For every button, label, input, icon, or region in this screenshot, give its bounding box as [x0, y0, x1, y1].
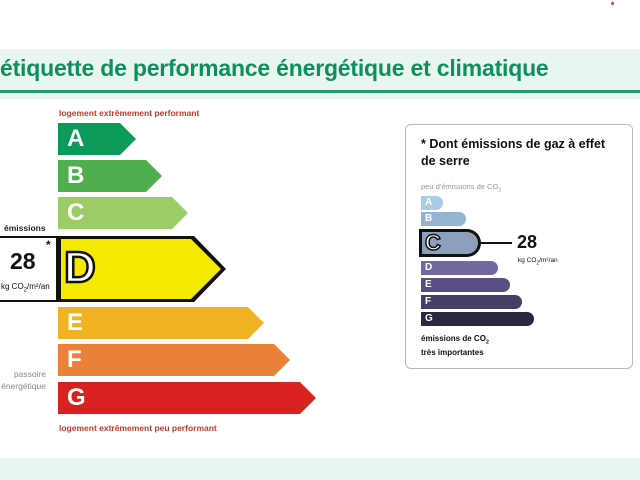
- ghg-class-f-letter: F: [425, 296, 432, 307]
- ghg-class-g-letter: G: [425, 313, 433, 324]
- ghg-high-caption: émissions de CO2 très importantes: [421, 334, 489, 358]
- notification-dot-icon: [611, 2, 614, 5]
- ghg-panel-title: * Dont émissions de gaz à effet de serre: [421, 137, 606, 168]
- energy-class-f-bar: F: [58, 344, 290, 376]
- ghg-class-d-bar: D: [421, 261, 498, 275]
- ghg-low-caption-text: peu d'émissions de CO: [421, 182, 499, 191]
- emissions-label: émissions: [4, 223, 46, 233]
- page-title: étiquette de performance énergétique et …: [0, 55, 549, 81]
- emissions-unit-sub: 2: [23, 287, 28, 294]
- ghg-class-e-bar: E: [421, 278, 510, 292]
- emissions-unit-prefix: kg CO: [1, 282, 24, 291]
- ghg-high-caption-line2: très importantes: [421, 347, 484, 357]
- energy-class-a-bar: A: [58, 123, 136, 155]
- passoire-label: passoire énergétique: [1, 369, 46, 391]
- ghg-class-c-bar: [422, 232, 478, 254]
- energy-class-a-letter: A: [67, 125, 85, 152]
- ghg-high-caption-text: émissions de CO: [421, 334, 486, 343]
- scale-top-caption: logement extrêmement performant: [59, 108, 200, 118]
- header-band: [0, 43, 640, 99]
- ghg-unit-sub: 2: [536, 260, 540, 267]
- energy-class-f-letter: F: [67, 346, 82, 373]
- ghg-class-g-bar: G: [421, 312, 534, 326]
- ghg-class-e-letter: E: [425, 279, 432, 290]
- ghg-low-caption: peu d'émissions de CO2: [421, 182, 501, 194]
- emissions-unit-suffix: /m²/an: [27, 282, 50, 291]
- ghg-value: 28: [517, 232, 538, 252]
- energy-class-e-bar: E: [58, 307, 264, 339]
- ghg-unit-suffix: /m²/an: [539, 257, 558, 264]
- header-divider: [0, 90, 640, 93]
- footer-band: [0, 458, 640, 480]
- energy-class-d-bar: [61, 239, 221, 299]
- ghg-high-caption-sub: 2: [485, 339, 489, 346]
- emissions-unit: kg CO2/m²/an: [1, 282, 50, 294]
- energy-class-b-letter: B: [67, 162, 85, 189]
- ghg-class-b-bar: B: [421, 212, 466, 226]
- energy-class-b-bar: B: [58, 160, 162, 192]
- ghg-class-b-letter: B: [425, 213, 433, 224]
- emissions-box: [0, 236, 58, 302]
- ghg-class-a-letter: A: [425, 197, 433, 208]
- ghg-unit: kg CO2/m²/an: [518, 257, 558, 266]
- scale-bottom-caption: logement extrêmement peu performant: [59, 423, 217, 433]
- ghg-class-f-bar: F: [421, 295, 522, 309]
- ghg-class-d-letter: D: [425, 262, 433, 273]
- energy-class-e-letter: E: [67, 309, 84, 336]
- emissions-value: 28: [10, 248, 36, 274]
- energy-class-d-letter: D: [63, 242, 97, 294]
- ghg-class-a-bar: A: [421, 196, 443, 210]
- energy-class-g-bar: G: [58, 382, 316, 414]
- ghg-unit-prefix: kg CO: [518, 257, 537, 264]
- energy-class-c-bar: C: [58, 197, 188, 229]
- ghg-class-c-letter: C: [424, 229, 441, 256]
- top-strip: [0, 0, 640, 42]
- ghg-low-caption-sub: 2: [498, 187, 502, 194]
- emissions-asterisk: *: [46, 238, 51, 252]
- energy-class-c-letter: C: [67, 199, 85, 226]
- ghg-high-caption-line1: émissions de CO2: [421, 334, 489, 348]
- energy-class-g-letter: G: [67, 384, 86, 411]
- ghg-pointer-line: [481, 242, 512, 244]
